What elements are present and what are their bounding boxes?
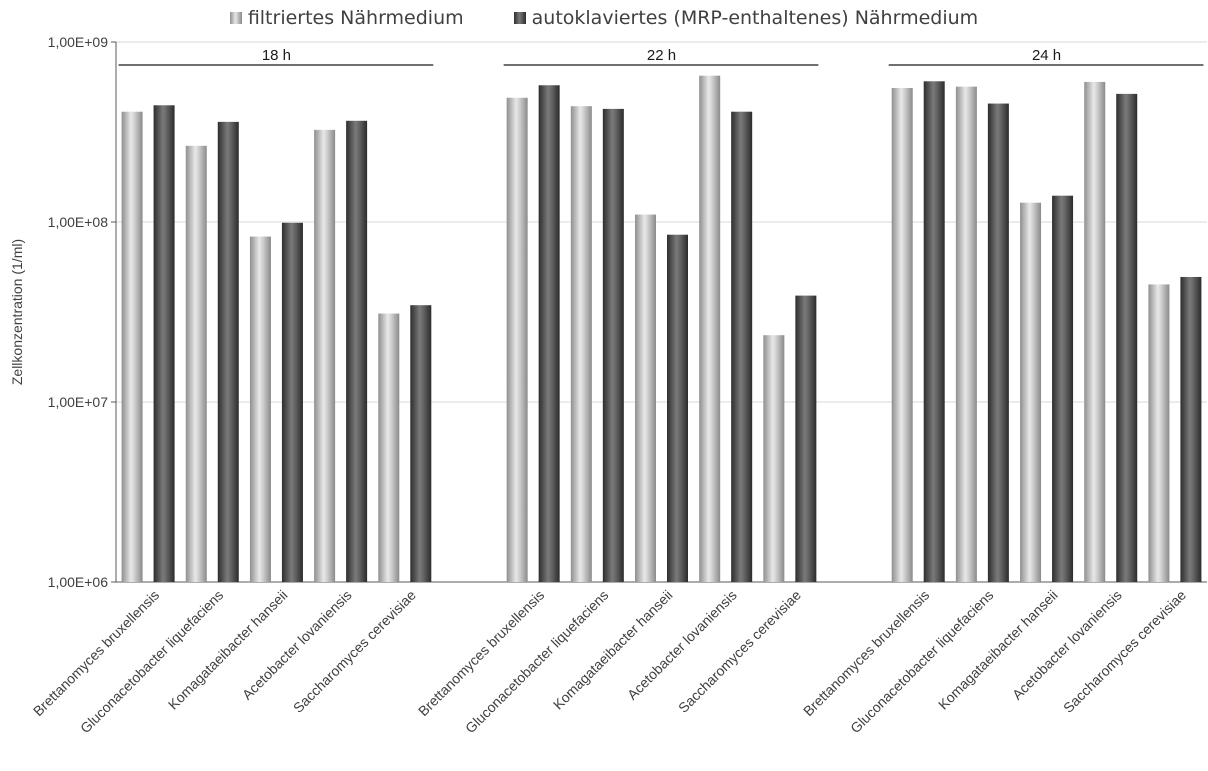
legend-swatch-filtered <box>229 12 242 24</box>
bar-autoclaved <box>281 222 303 583</box>
y-tick-label: 1,00E+09 <box>48 34 109 50</box>
group-label: 18 h <box>262 47 291 64</box>
x-tick-label: Komagataeibacter hanseii <box>165 587 291 713</box>
y-tick-label: 1,00E+07 <box>48 394 109 410</box>
x-tick-label: Saccharomyces cerevisiae <box>1060 587 1189 716</box>
bar-filtered <box>185 145 207 583</box>
bar-filtered <box>121 111 143 582</box>
x-tick-label: Acetobacter lovaniensis <box>239 587 355 703</box>
x-tick-label: Saccharomyces cerevisiae <box>290 587 419 716</box>
bar-filtered <box>378 313 400 582</box>
bar-autoclaved <box>217 121 239 583</box>
bar-autoclaved <box>987 103 1009 582</box>
bar-autoclaved <box>410 305 432 582</box>
bar-autoclaved <box>1180 276 1202 582</box>
y-tick-label: 1,00E+08 <box>48 214 109 230</box>
bar-filtered <box>314 129 336 582</box>
y-tick-label: 1,00E+06 <box>48 574 109 590</box>
bar-autoclaved <box>1052 195 1074 582</box>
bar-autoclaved <box>153 105 175 582</box>
bar-filtered <box>249 236 271 582</box>
legend-label-filtered: filtriertes Nährmedium <box>247 7 464 29</box>
group-label: 24 h <box>1032 47 1061 64</box>
bar-filtered <box>1148 284 1170 582</box>
x-tick-label: Acetobacter lovaniensis <box>1009 587 1125 703</box>
bar-filtered <box>891 88 913 583</box>
legend: filtriertes Nährmedium autoklaviertes (M… <box>0 4 1208 32</box>
legend-swatch-autoclaved <box>513 12 526 24</box>
bar-autoclaved <box>538 85 560 582</box>
bar-autoclaved <box>667 234 688 582</box>
x-tick-label: Brettanomyces bruxellensis <box>800 587 932 719</box>
legend-item-autoclaved: autoklaviertes (MRP-enthaltenes) Nährmed… <box>513 7 979 29</box>
bar-filtered <box>506 97 528 582</box>
group-label: 22 h <box>647 47 676 64</box>
bar-filtered <box>1020 202 1042 582</box>
bar-autoclaved <box>923 81 945 583</box>
x-tick-label: Acetobacter lovaniensis <box>624 587 740 703</box>
x-tick-label: Komagataeibacter hanseii <box>550 587 676 713</box>
bar-autoclaved <box>602 108 624 583</box>
bar-autoclaved <box>795 295 817 582</box>
bar-autoclaved <box>1116 93 1138 583</box>
x-tick-label: Brettanomyces bruxellensis <box>415 587 547 719</box>
y-axis-title: Zellkonzentration (1/ml) <box>9 239 25 385</box>
bar-autoclaved <box>731 111 753 582</box>
bar-autoclaved <box>346 120 368 582</box>
bar-filtered <box>955 86 977 582</box>
bar-filtered <box>635 214 656 582</box>
bar-filtered <box>1084 81 1106 583</box>
legend-item-filtered: filtriertes Nährmedium <box>229 7 464 29</box>
legend-label-autoclaved: autoklaviertes (MRP-enthaltenes) Nährmed… <box>531 7 979 29</box>
bar-filtered <box>570 106 592 582</box>
bar-filtered <box>699 75 721 582</box>
x-tick-label: Brettanomyces bruxellensis <box>30 587 162 719</box>
x-tick-label: Saccharomyces cerevisiae <box>675 587 804 716</box>
x-tick-label: Komagataeibacter hanseii <box>935 587 1061 713</box>
bar-filtered <box>763 335 785 582</box>
